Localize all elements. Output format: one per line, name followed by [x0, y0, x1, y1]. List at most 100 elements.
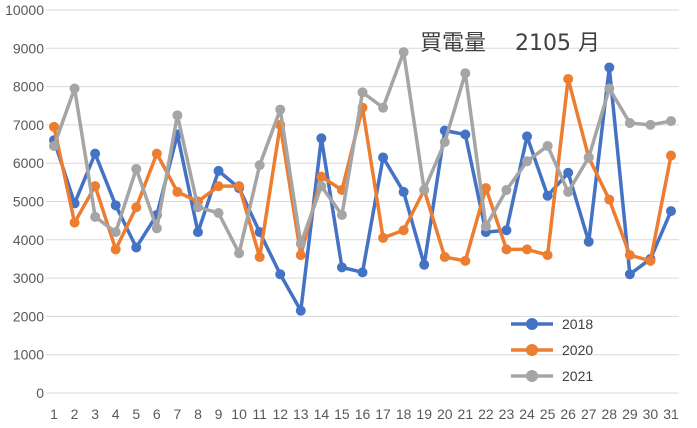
data-point: [172, 186, 183, 197]
data-point: [295, 305, 306, 316]
data-point: [213, 207, 224, 218]
data-point: [563, 186, 574, 197]
x-tick-label: 6: [153, 406, 161, 422]
x-tick-label: 18: [396, 406, 412, 422]
data-point: [192, 202, 203, 213]
data-point: [501, 185, 512, 196]
data-point: [336, 262, 347, 273]
data-point: [90, 148, 101, 159]
data-point: [172, 110, 183, 121]
data-point: [295, 238, 306, 249]
x-tick-label: 28: [602, 406, 618, 422]
data-point: [645, 119, 656, 130]
x-tick-label: 11: [252, 406, 267, 422]
data-point: [316, 133, 327, 144]
legend-item-2020: 2020: [511, 342, 593, 358]
y-tick-label: 7000: [13, 117, 44, 133]
data-point: [645, 255, 656, 266]
x-tick-label: 7: [174, 406, 182, 422]
gridlines: [46, 9, 679, 394]
legend-item-2021: 2021: [511, 368, 593, 384]
data-point: [501, 225, 512, 236]
y-tick-label: 0: [36, 385, 44, 401]
data-point: [583, 236, 594, 247]
data-point: [522, 131, 533, 142]
data-point: [563, 73, 574, 84]
legend-item-2018: 2018: [511, 316, 593, 332]
data-point: [131, 202, 142, 213]
legend-label: 2021: [562, 368, 593, 384]
data-point: [151, 223, 162, 234]
legend-point-marker: [526, 318, 538, 330]
y-tick-label: 8000: [13, 79, 44, 95]
data-point: [254, 252, 265, 263]
data-point: [69, 217, 80, 228]
x-tick-label: 4: [112, 406, 120, 422]
y-tick-label: 10000: [5, 2, 44, 18]
x-tick-label: 24: [519, 406, 535, 422]
y-tick-label: 4000: [13, 232, 44, 248]
data-point: [234, 248, 245, 259]
x-tick-label: 5: [132, 406, 140, 422]
data-point: [275, 269, 286, 280]
data-point: [357, 267, 368, 278]
legend-label: 2018: [562, 316, 593, 332]
data-point: [234, 181, 245, 192]
data-point: [69, 83, 80, 94]
x-tick-label: 30: [643, 406, 659, 422]
x-tick-label: 17: [375, 406, 391, 422]
series-lines: [49, 47, 676, 316]
data-point: [542, 190, 553, 201]
data-point: [522, 244, 533, 255]
x-tick-label: 15: [334, 406, 350, 422]
data-point: [213, 165, 224, 176]
data-point: [110, 227, 121, 238]
data-point: [131, 242, 142, 253]
data-point: [480, 183, 491, 194]
x-tick-label: 21: [458, 406, 474, 422]
data-point: [398, 47, 409, 58]
data-point: [666, 116, 676, 127]
data-point: [357, 87, 368, 98]
data-point: [542, 250, 553, 261]
data-point: [110, 244, 121, 255]
data-point: [275, 104, 286, 115]
y-tick-label: 3000: [13, 270, 44, 286]
data-point: [419, 259, 430, 270]
data-point: [419, 185, 430, 196]
x-tick-label: 2: [71, 406, 79, 422]
data-point: [460, 68, 471, 79]
data-point: [439, 137, 450, 148]
y-tick-label: 2000: [13, 308, 44, 324]
x-tick-label: 14: [314, 406, 330, 422]
data-point: [583, 152, 594, 163]
data-point: [501, 244, 512, 255]
data-point: [90, 181, 101, 192]
x-tick-label: 19: [416, 406, 432, 422]
data-point: [131, 163, 142, 174]
data-point: [604, 83, 615, 94]
x-tick-label: 31: [663, 406, 679, 422]
x-tick-label: 23: [499, 406, 515, 422]
data-point: [624, 269, 635, 280]
x-tick-label: 1: [50, 406, 58, 422]
x-tick-label: 13: [293, 406, 309, 422]
y-tick-label: 9000: [13, 40, 44, 56]
x-tick-label: 26: [560, 406, 576, 422]
data-point: [254, 160, 265, 171]
data-point: [49, 140, 59, 151]
chart-title: 買電量 2105 月: [420, 31, 600, 56]
data-point: [624, 117, 635, 128]
x-tick-label: 25: [540, 406, 556, 422]
data-point: [624, 250, 635, 261]
data-point: [439, 252, 450, 263]
legend-point-marker: [526, 344, 538, 356]
data-point: [604, 194, 615, 205]
data-point: [316, 171, 327, 182]
data-point: [666, 206, 676, 217]
data-point: [522, 156, 533, 167]
x-tick-label: 9: [215, 406, 223, 422]
data-point: [192, 227, 203, 238]
